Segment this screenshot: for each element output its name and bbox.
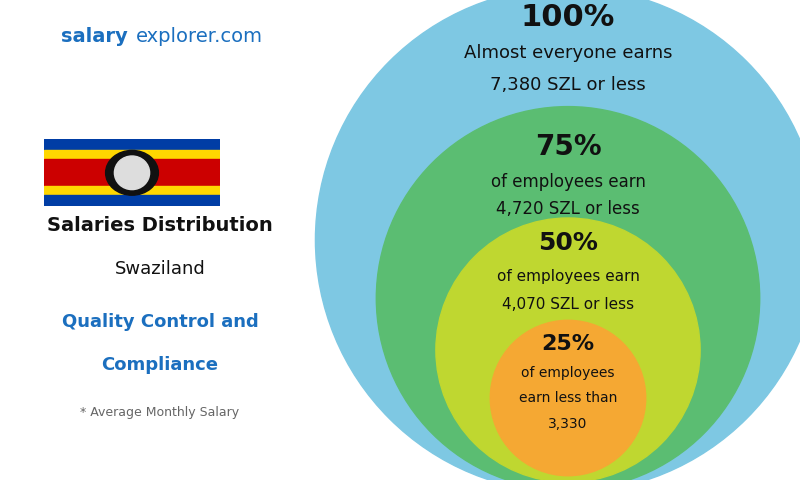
Text: Quality Control and: Quality Control and: [62, 312, 258, 331]
Circle shape: [315, 0, 800, 480]
Text: earn less than: earn less than: [519, 391, 617, 405]
Text: Swaziland: Swaziland: [114, 260, 206, 278]
Bar: [44, 139, 220, 150]
Text: Salaries Distribution: Salaries Distribution: [47, 216, 273, 235]
Text: 4,070 SZL or less: 4,070 SZL or less: [502, 297, 634, 312]
Text: 100%: 100%: [521, 3, 615, 32]
Text: * Average Monthly Salary: * Average Monthly Salary: [81, 406, 239, 420]
Text: Compliance: Compliance: [102, 356, 218, 374]
Text: explorer.com: explorer.com: [136, 26, 263, 46]
Circle shape: [436, 218, 700, 480]
Text: of employees earn: of employees earn: [490, 173, 646, 191]
Bar: [44, 195, 220, 206]
Text: 3,330: 3,330: [548, 417, 588, 431]
Text: 50%: 50%: [538, 230, 598, 254]
Text: 75%: 75%: [534, 133, 602, 161]
Bar: [44, 159, 220, 186]
Text: salary: salary: [62, 26, 128, 46]
Text: 7,380 SZL or less: 7,380 SZL or less: [490, 75, 646, 94]
Text: of employees: of employees: [522, 366, 614, 381]
Text: Almost everyone earns: Almost everyone earns: [464, 45, 672, 62]
Bar: [44, 150, 220, 159]
Text: of employees earn: of employees earn: [497, 269, 639, 284]
Circle shape: [490, 320, 646, 476]
Ellipse shape: [114, 156, 150, 190]
Bar: [44, 186, 220, 195]
Circle shape: [376, 107, 760, 480]
Text: 4,720 SZL or less: 4,720 SZL or less: [496, 200, 640, 218]
Ellipse shape: [106, 150, 158, 195]
Text: 25%: 25%: [542, 334, 594, 354]
